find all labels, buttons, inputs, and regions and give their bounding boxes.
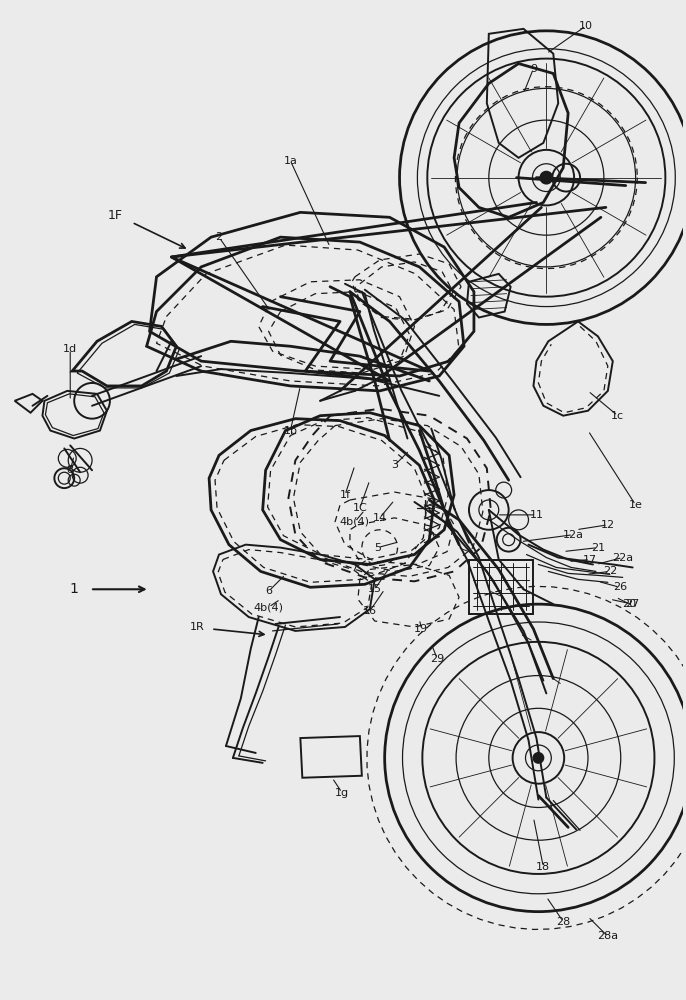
Text: 12: 12 [601, 520, 615, 530]
Text: 3: 3 [391, 460, 398, 470]
Text: 5: 5 [375, 543, 381, 553]
Text: 4b(4): 4b(4) [340, 517, 370, 527]
Circle shape [534, 753, 543, 763]
Text: 16: 16 [363, 606, 377, 616]
Text: 1R: 1R [190, 622, 204, 632]
Text: 18: 18 [536, 862, 550, 872]
Text: 17: 17 [583, 555, 597, 565]
Text: 12a: 12a [563, 530, 584, 540]
Text: 1f: 1f [340, 490, 351, 500]
Text: 22: 22 [603, 566, 617, 576]
Text: 1b: 1b [283, 426, 298, 436]
Text: 11: 11 [530, 510, 543, 520]
Text: 19: 19 [414, 624, 429, 634]
Text: 14: 14 [372, 513, 387, 523]
Text: 1d: 1d [63, 344, 78, 354]
Text: 9: 9 [530, 64, 537, 74]
Text: 1e: 1e [628, 500, 643, 510]
Text: 7: 7 [351, 562, 359, 572]
Text: 1C: 1C [353, 503, 367, 513]
Text: 1a: 1a [283, 156, 297, 166]
Circle shape [541, 172, 552, 184]
Text: 27: 27 [626, 599, 640, 609]
Text: 28: 28 [556, 917, 570, 927]
Text: 28a: 28a [598, 931, 618, 941]
Text: 26: 26 [613, 582, 627, 592]
Text: 6: 6 [265, 586, 272, 596]
Text: 21: 21 [591, 543, 605, 553]
Text: 1c: 1c [611, 411, 624, 421]
Text: 1: 1 [70, 582, 79, 596]
Text: 1F: 1F [108, 209, 122, 222]
Text: 22a: 22a [612, 553, 633, 563]
Text: 10: 10 [579, 21, 593, 31]
Text: 8: 8 [67, 465, 74, 475]
Text: 2: 2 [215, 232, 222, 242]
Text: 15: 15 [368, 584, 381, 594]
Text: 29: 29 [430, 654, 445, 664]
Text: 1g: 1g [335, 788, 349, 798]
Text: 4b(4): 4b(4) [254, 602, 283, 612]
Text: 20: 20 [623, 599, 637, 609]
